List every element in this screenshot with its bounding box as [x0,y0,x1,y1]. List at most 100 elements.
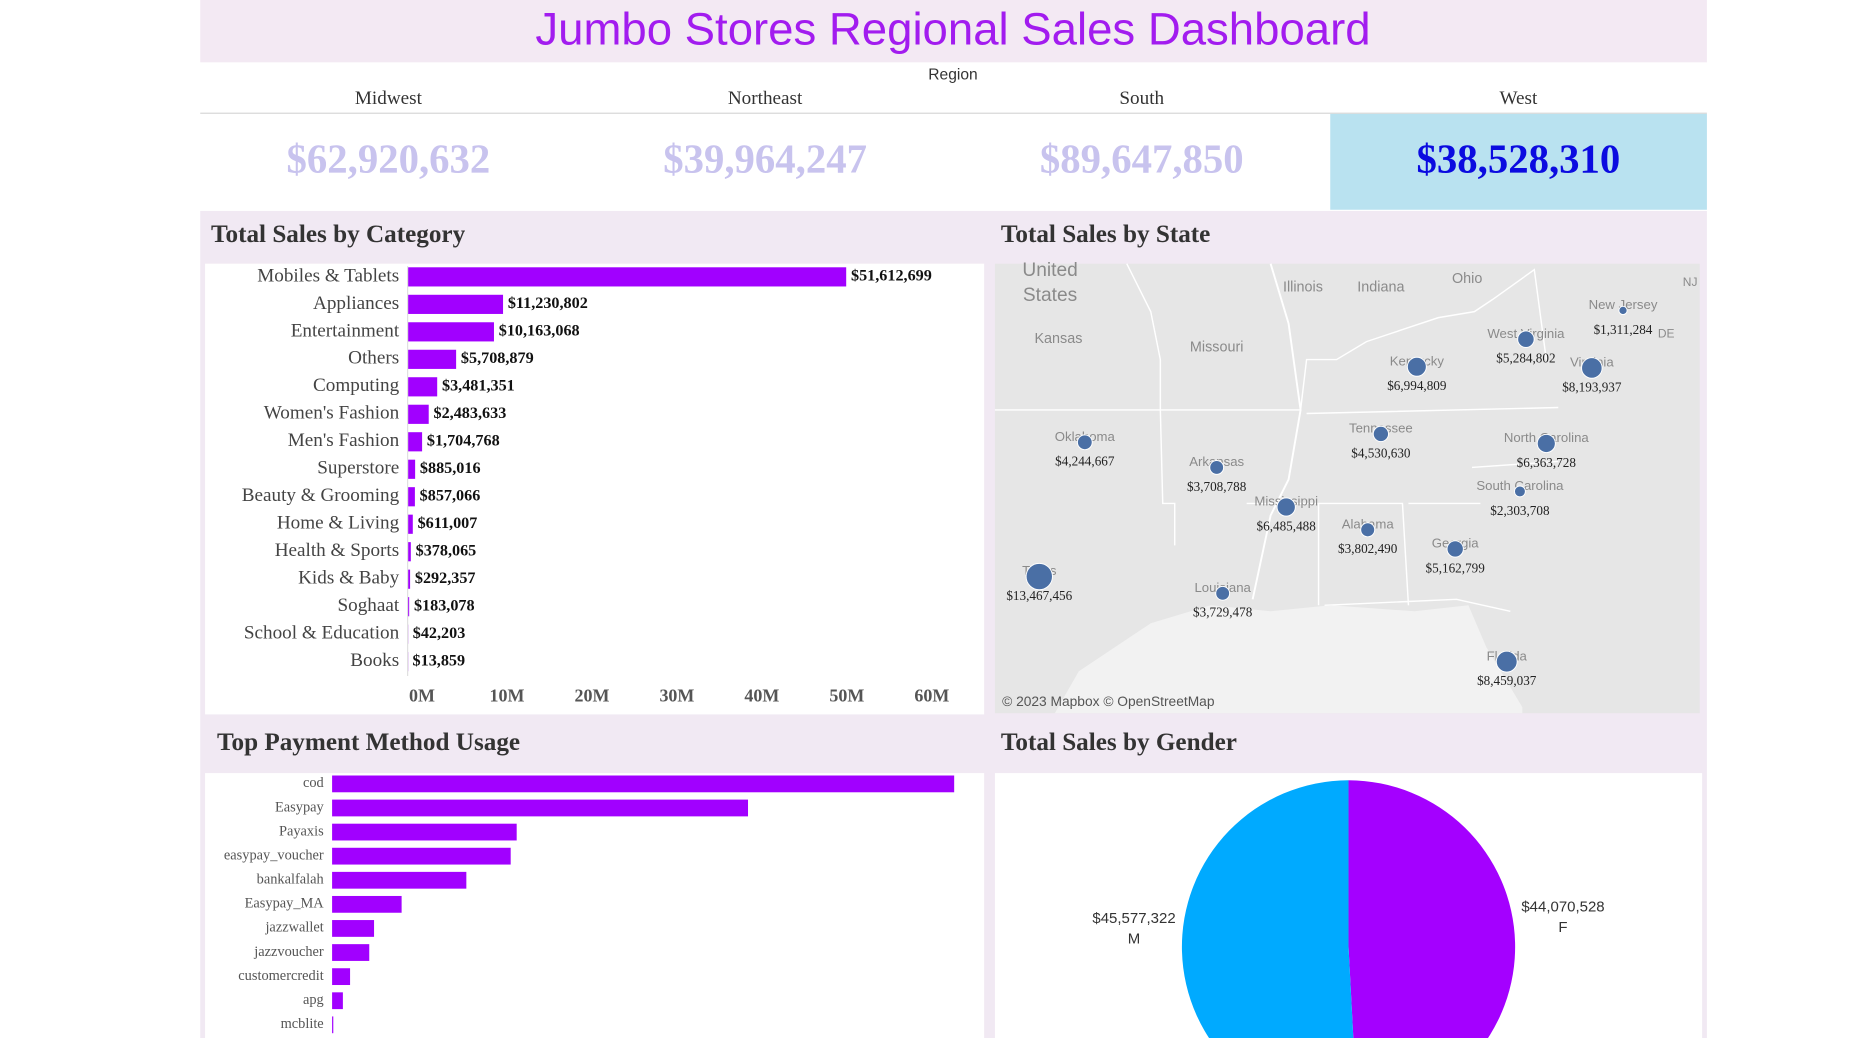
title-band [200,0,1707,63]
x-tick-label: 0M [409,686,435,706]
pie-value-label: $45,577,322 [1092,910,1175,927]
state-value: $5,284,802 [1496,351,1555,366]
category-label: Kids & Baby [298,568,400,589]
region-name: West [1500,88,1539,109]
map-label: DE [1658,327,1675,341]
value-label: $3,481,351 [442,378,515,395]
value-label: $885,016 [420,460,481,477]
payment-label: jazzvoucher [253,944,324,960]
category-label: School & Education [244,623,400,644]
value-label: $183,078 [414,597,475,614]
bar [407,377,438,397]
category-label: Home & Living [277,513,400,534]
state-value: $6,994,809 [1387,378,1447,393]
category-label: Superstore [317,458,399,479]
panel-title: Top Payment Method Usage [217,729,520,756]
value-label: $10,163,068 [499,323,580,340]
payment-label: jazzwallet [264,920,323,936]
payment-label: mcblite [281,1016,324,1032]
state-bubble [1076,434,1093,451]
category-plot-area [205,263,985,715]
state-value: $5,162,799 [1426,560,1486,575]
bar [407,542,411,562]
map-label: Kansas [1034,331,1082,347]
map-attribution: © 2023 Mapbox © OpenStreetMap [1002,694,1215,709]
bar [332,871,467,889]
state-value: $6,485,488 [1257,518,1317,533]
bar [407,487,415,507]
dashboard-title: Jumbo Stores Regional Sales Dashboard [535,3,1370,54]
pie-slice [1348,780,1516,1038]
bar [407,514,413,534]
state-bubble [1513,485,1526,498]
kpi-highlight [1330,113,1707,210]
payment-label: Easypay [275,799,325,815]
state-name: New Jersey [1589,297,1658,312]
state-value: $3,802,490 [1338,541,1398,556]
category-label: Soghaat [338,595,400,616]
state-bubble [1372,425,1390,443]
state-bubble [1209,460,1225,475]
category-label: Mobiles & Tablets [257,265,399,286]
bar [407,569,411,589]
bar [407,349,457,369]
category-label: Appliances [313,293,399,314]
bar [332,895,402,913]
state-bubble [1276,497,1296,517]
region-sales: $38,528,310 [1417,136,1621,181]
bar [407,322,494,342]
map-borders [994,263,1559,612]
pie-category-label: F [1558,919,1567,936]
x-tick-label: 40M [744,686,779,706]
value-label: $13,859 [413,652,466,669]
payment-label: cod [303,775,325,791]
state-bubble [1581,357,1603,379]
payment-label: Easypay_MA [245,896,325,912]
category-label: Computing [313,375,400,396]
state-bubble [1406,356,1427,377]
bar [332,920,375,937]
map-label: States [1023,285,1077,306]
state-value: $2,303,708 [1490,503,1550,518]
panel-title: Total Sales by State [1001,221,1210,248]
pie-value-label: $44,070,528 [1521,899,1604,916]
state-bubble [1360,522,1376,538]
bar [407,597,410,617]
pie-slice [1181,780,1354,1038]
state-value: $3,729,478 [1193,605,1253,620]
category-label: Health & Sports [275,540,400,561]
value-label: $611,007 [418,515,478,532]
state-value: $4,530,630 [1351,445,1411,460]
state-bubble [1517,330,1535,348]
category-label: Entertainment [291,320,400,341]
category-label: Books [350,650,399,671]
value-label: $1,704,768 [427,433,500,450]
payment-label: Payaxis [279,823,324,839]
region-name: South [1119,88,1164,109]
region-header: Region [928,67,977,84]
payment-label: apg [303,992,324,1008]
value-label: $378,065 [416,542,477,559]
state-value: $6,363,728 [1517,455,1577,470]
value-label: $11,230,802 [508,295,588,312]
bar [407,432,423,452]
bar [332,944,370,961]
state-bubble [1495,650,1518,673]
bar [332,992,343,1010]
x-tick-label: 50M [829,686,864,706]
state-value: $8,459,037 [1477,673,1537,688]
region-name: Midwest [355,88,423,109]
map-label: Ohio [1452,271,1482,287]
category-label: Women's Fashion [264,403,400,424]
category-label: Others [348,348,399,369]
gulf-area [1054,605,1523,714]
x-tick-label: 10M [490,686,525,706]
bar [332,1016,334,1034]
bar [332,799,749,817]
map-label: Indiana [1357,279,1404,295]
category-label: Men's Fashion [288,430,400,451]
bar [407,267,847,287]
state-value: $1,311,284 [1594,322,1653,337]
state-value: $8,193,937 [1562,379,1622,394]
value-label: $2,483,633 [434,405,507,422]
